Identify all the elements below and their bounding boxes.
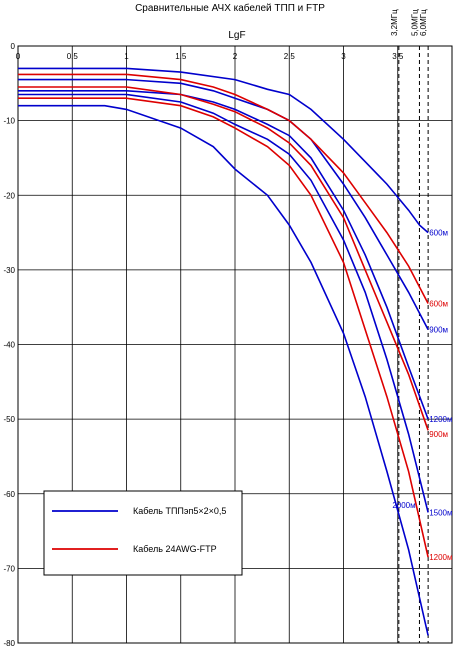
y-tick-label: -50 <box>3 415 15 424</box>
y-tick-label: -80 <box>3 639 15 647</box>
y-tick-label: -40 <box>3 341 15 350</box>
x-tick-label: 0 <box>16 52 21 61</box>
series-label: 1200м <box>429 553 452 562</box>
x-tick-label: 3.5 <box>392 52 404 61</box>
frequency-marker-label: 3,2МГц <box>390 9 399 36</box>
series-label: 1500м <box>429 508 452 517</box>
y-tick-label: -30 <box>3 266 15 275</box>
frequency-marker-label: 5,0МГц <box>410 9 419 36</box>
series-line <box>18 86 429 431</box>
series-label: 900м <box>429 430 448 439</box>
series-line <box>18 97 429 558</box>
series-label: 600м <box>429 229 448 238</box>
y-tick-labels: 0 -10 -20 -30 -40 -50 -60 -70 -80 <box>3 42 15 647</box>
series-line <box>18 90 429 420</box>
series-labels: 600м 900м 1200м 1500м 2000м 600м 900м 1200м <box>392 229 452 563</box>
x-tick-label: 2.5 <box>284 52 296 61</box>
legend-label: Кабель ТППэп5×2×0,5 <box>133 506 226 516</box>
series-label: 900м <box>429 326 448 335</box>
series-label: 600м <box>429 299 448 308</box>
x-tick-label: 1 <box>124 52 129 61</box>
legend: Кабель ТППэп5×2×0,5 Кабель 24AWG-FTP <box>43 490 243 576</box>
chart-title: Сравнительные АЧХ кабелей ТПП и FTP <box>135 2 325 14</box>
series-label: 1200м <box>429 415 452 424</box>
frequency-markers: 3,2МГц 5,0МГц 6,0МГц <box>390 9 429 643</box>
legend-box <box>43 490 243 576</box>
series-line <box>18 67 429 234</box>
series-line <box>18 73 429 304</box>
x-tick-label: 2 <box>233 52 238 61</box>
y-tick-label: -70 <box>3 564 15 573</box>
frequency-marker-label: 6,0МГц <box>419 9 428 36</box>
y-tick-label: 0 <box>11 42 16 51</box>
x-tick-label: 3 <box>341 52 346 61</box>
x-tick-labels: 0 0.5 1 1.5 2 2.5 3 3.5 <box>16 52 404 61</box>
series-label: 2000м <box>392 501 415 510</box>
series-line <box>18 93 429 513</box>
series-lines <box>18 67 429 636</box>
x-tick-label: 0.5 <box>67 52 79 61</box>
x-axis-label: LgF <box>228 30 245 41</box>
y-tick-label: -20 <box>3 191 15 200</box>
legend-label: Кабель 24AWG-FTP <box>133 544 217 554</box>
x-tick-label: 1.5 <box>175 52 187 61</box>
y-tick-label: -10 <box>3 117 15 126</box>
y-tick-label: -60 <box>3 490 15 499</box>
series-line <box>18 104 429 636</box>
